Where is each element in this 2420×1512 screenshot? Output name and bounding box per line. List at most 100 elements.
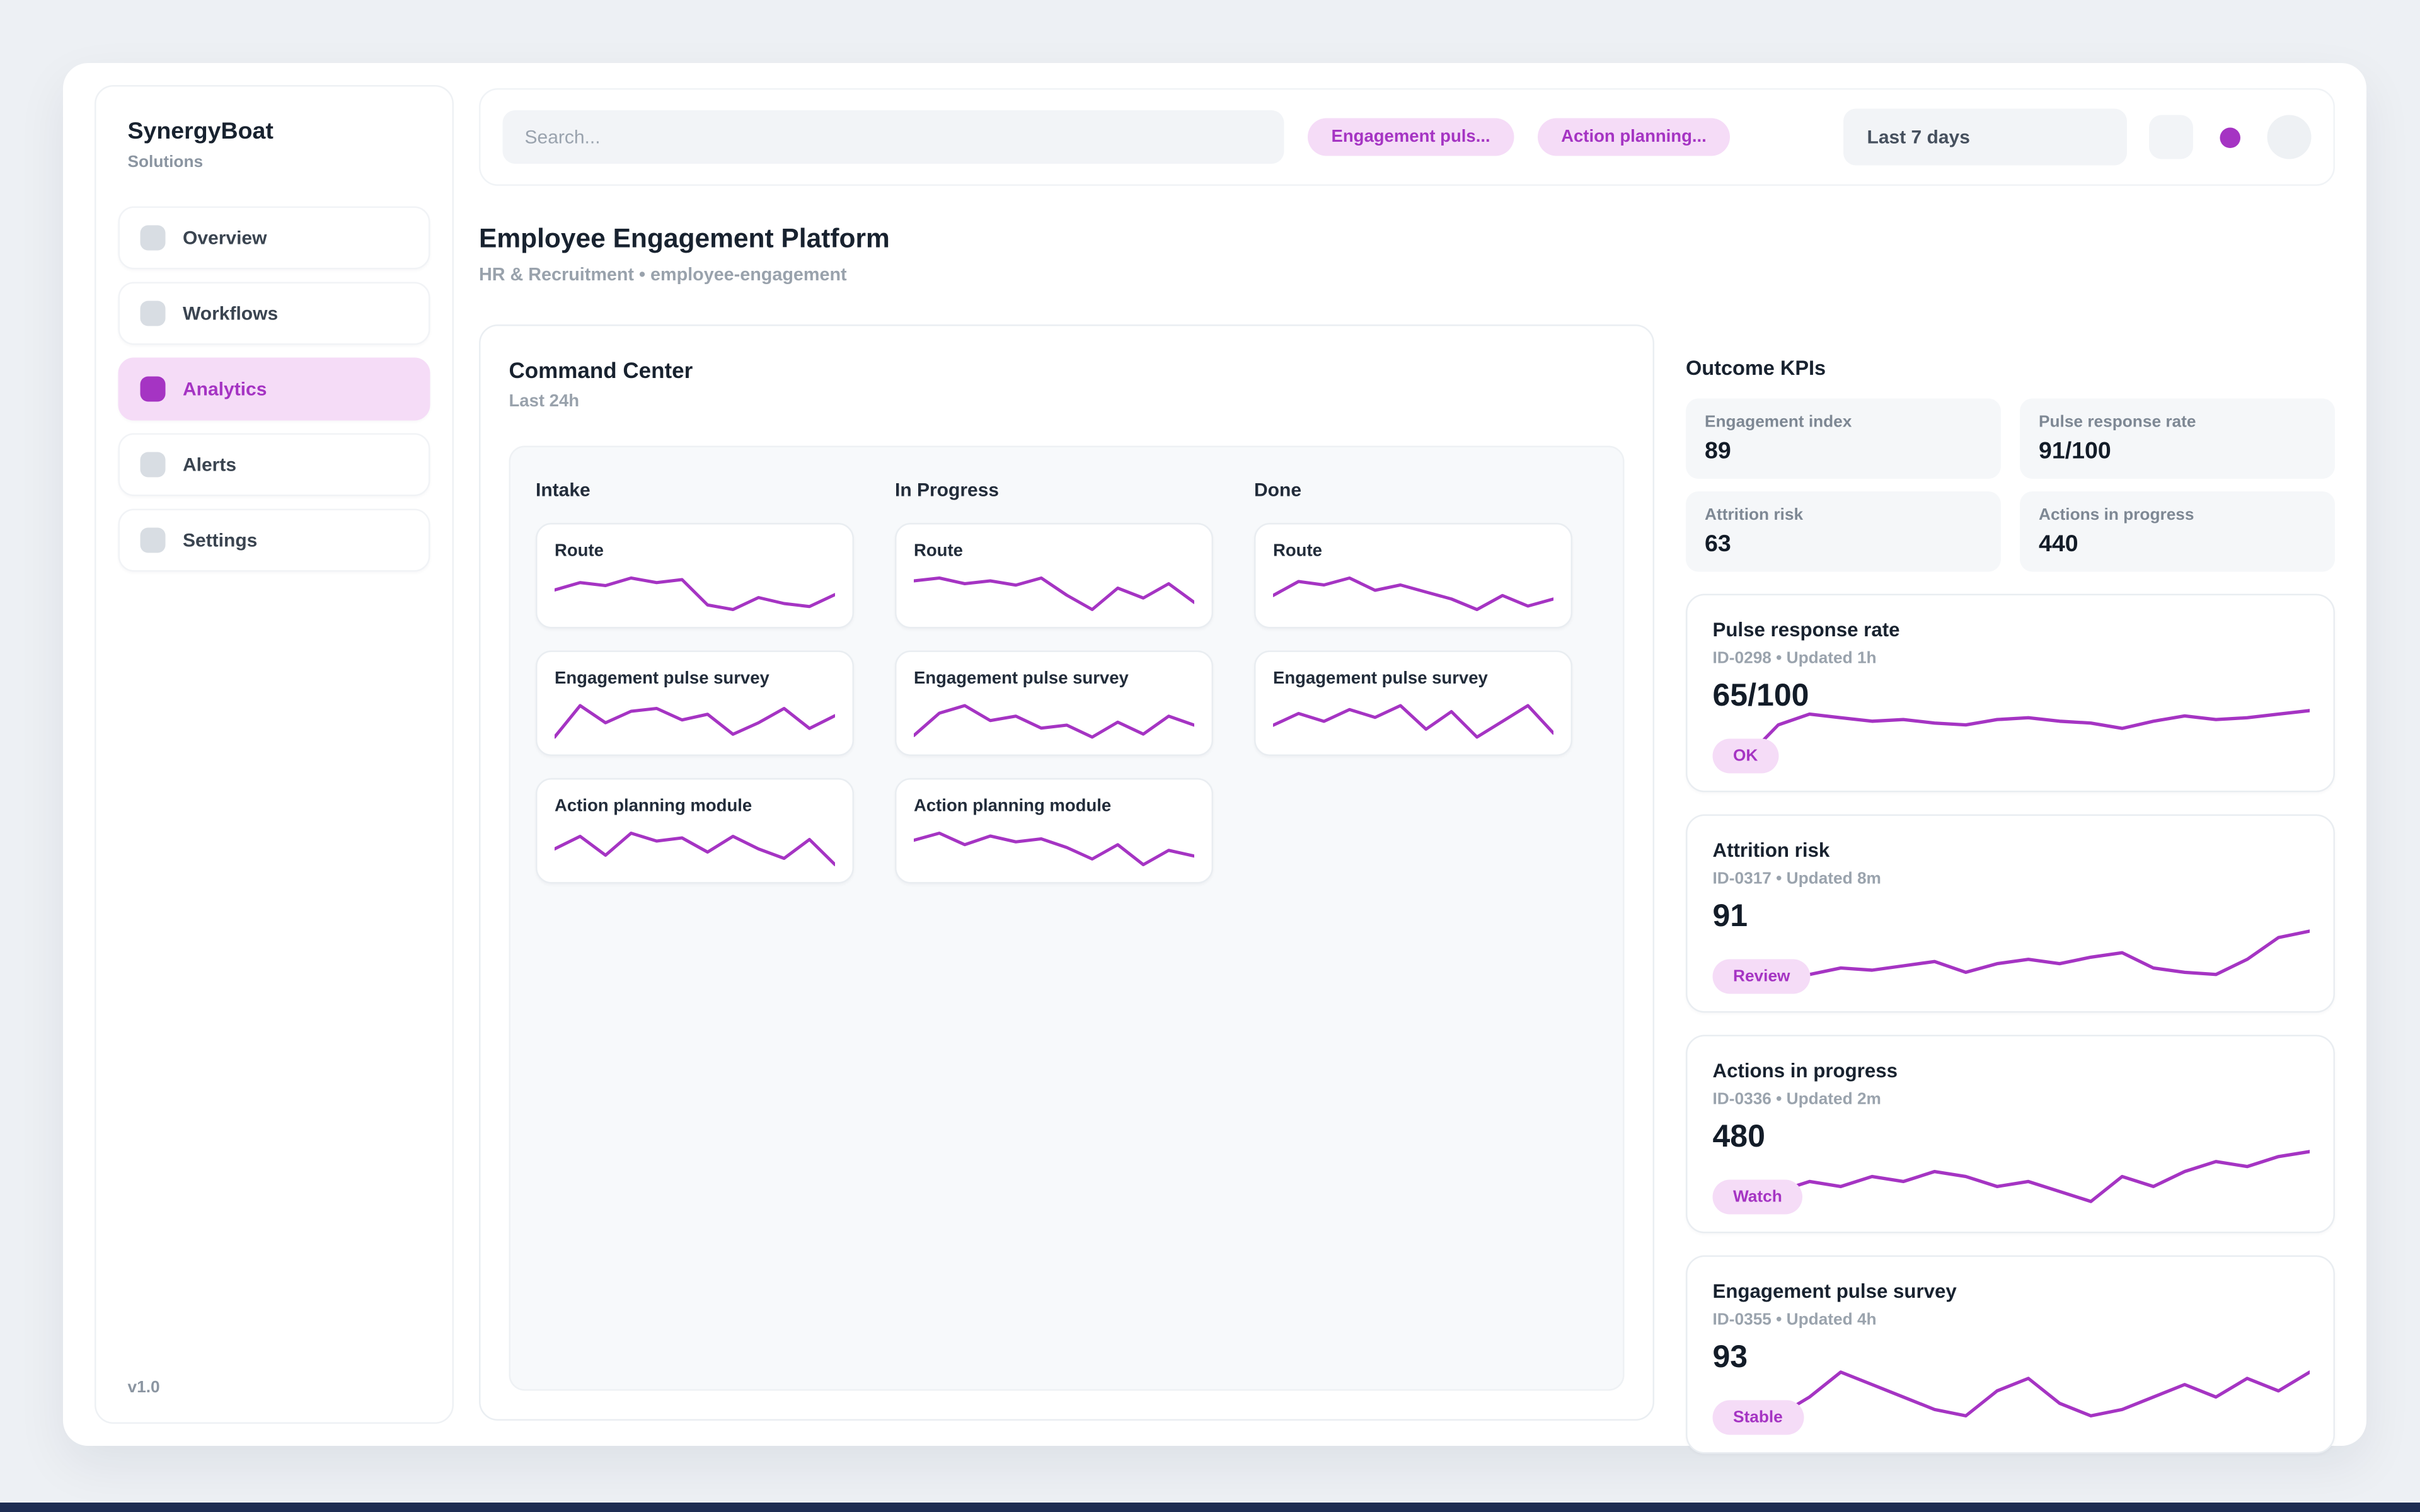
sparkline [1715, 1150, 2310, 1203]
avatar[interactable] [2267, 115, 2312, 159]
sidebar: SynergyBoat Solutions Overview Workflows… [95, 85, 454, 1424]
metric-card-engagement-pulse-survey: Engagement pulse survey ID-0355 • Update… [1686, 1255, 2335, 1454]
metric-sparkline-wrap [1715, 926, 2310, 986]
settings-icon [140, 527, 166, 553]
kpi-pulse-response-rate: Pulse response rate 91/100 [2020, 398, 2335, 479]
metric-card-title: Engagement pulse survey [1712, 1280, 1957, 1303]
kanban-column-intake: Intake Route Engagement pulse survey Act… [536, 472, 854, 1364]
sparkline [555, 832, 835, 866]
kanban-card-title: Route [1273, 542, 1322, 561]
toolbar-button[interactable] [2149, 115, 2193, 159]
kanban-card-title: Route [555, 542, 604, 561]
status-badge: Watch [1712, 1179, 1803, 1215]
sparkline [914, 832, 1194, 866]
search-input[interactable] [502, 110, 1284, 164]
brand-name: SynergyBoat [127, 118, 274, 146]
status-badge: Review [1712, 959, 1811, 994]
analytics-icon [140, 376, 166, 402]
status-badge: Stable [1712, 1400, 1804, 1435]
sidebar-item-label: Alerts [183, 454, 237, 476]
workflows-icon [140, 301, 166, 326]
kanban-card[interactable]: Engagement pulse survey [895, 650, 1213, 756]
kanban-card[interactable]: Route [895, 523, 1213, 629]
kanban-board: Intake Route Engagement pulse survey Act… [509, 445, 1625, 1391]
command-center-card: Command Center Last 24h Intake Route Eng… [479, 324, 1654, 1421]
sparkline [914, 704, 1194, 739]
sparkline [555, 576, 835, 611]
sidebar-nav: Overview Workflows Analytics Alerts Sett… [118, 206, 430, 572]
sidebar-item-settings[interactable]: Settings [118, 508, 430, 572]
kanban-card[interactable]: Engagement pulse survey [1254, 650, 1572, 756]
column-name: Done [1254, 479, 1301, 501]
bottom-edge [0, 1503, 2420, 1512]
metric-card-value: 480 [1712, 1120, 1765, 1155]
sparkline [914, 576, 1194, 611]
date-range-select[interactable]: Last 7 days [1843, 108, 2127, 166]
sidebar-item-label: Overview [183, 227, 267, 249]
sparkline [1715, 1370, 2310, 1424]
metric-card-meta: ID-0355 • Updated 4h [1712, 1310, 1877, 1329]
kanban-card[interactable]: Engagement pulse survey [536, 650, 854, 756]
kpi-value: 63 [1705, 530, 1731, 558]
sidebar-item-overview[interactable]: Overview [118, 206, 430, 270]
metric-card-meta: ID-0317 • Updated 8m [1712, 869, 1881, 888]
column-name: Intake [536, 479, 591, 501]
kpi-label: Engagement index [1705, 413, 1852, 432]
metric-card-actions-in-progress: Actions in progress ID-0336 • Updated 2m… [1686, 1034, 2335, 1234]
metric-card-meta: ID-0336 • Updated 2m [1712, 1090, 1881, 1109]
metric-card-attrition-risk: Attrition risk ID-0317 • Updated 8m 91 R… [1686, 814, 2335, 1013]
sparkline [555, 704, 835, 739]
kanban-card-title: Engagement pulse survey [555, 669, 769, 689]
kanban-card[interactable]: Route [1254, 523, 1572, 629]
alerts-icon [140, 452, 166, 478]
kanban-card[interactable]: Action planning module [536, 778, 854, 884]
metric-card-pulse-response-rate: Pulse response rate ID-0298 • Updated 1h… [1686, 593, 2335, 793]
kpi-grid: Engagement index 89 Pulse response rate … [1686, 398, 2335, 572]
metric-sparkline-wrap [1715, 1367, 2310, 1427]
breadcrumb: HR & Recruitment • employee-engagement [479, 266, 847, 285]
sidebar-item-analytics[interactable]: Analytics [118, 357, 430, 421]
kpi-attrition-risk: Attrition risk 63 [1686, 491, 2001, 572]
notification-dot [2220, 127, 2240, 147]
sparkline [1273, 576, 1553, 611]
metric-card-value: 91 [1712, 899, 1748, 934]
kanban-card[interactable]: Route [536, 523, 854, 629]
metric-card-value: 65/100 [1712, 679, 1809, 714]
kanban-card-title: Action planning module [914, 797, 1112, 816]
kpi-label: Actions in progress [2039, 505, 2194, 525]
status-badge: OK [1712, 738, 1778, 774]
kpi-label: Attrition risk [1705, 505, 1804, 525]
outcome-kpis-title: Outcome KPIs [1686, 356, 1826, 380]
sidebar-item-label: Workflows [183, 302, 279, 324]
kpi-value: 89 [1705, 438, 1731, 465]
command-center-subtitle: Last 24h [509, 392, 580, 411]
command-center-title: Command Center [509, 357, 693, 383]
app-version: v1.0 [127, 1378, 160, 1397]
app-window: SynergyBoat Solutions Overview Workflows… [63, 63, 2366, 1454]
brand-subtitle: Solutions [127, 152, 204, 172]
metric-card-title: Pulse response rate [1712, 619, 1900, 641]
metric-card-meta: ID-0298 • Updated 1h [1712, 649, 1877, 668]
kpi-label: Pulse response rate [2039, 413, 2196, 432]
metric-sparkline-wrap [1715, 1147, 2310, 1206]
kpi-actions-in-progress: Actions in progress 440 [2020, 491, 2335, 572]
kanban-column-in-progress: In Progress Route Engagement pulse surve… [895, 472, 1213, 1364]
kanban-card-title: Engagement pulse survey [914, 669, 1129, 689]
page-title: Employee Engagement Platform [479, 224, 890, 254]
filter-chip-action-planning[interactable]: Action planning... [1537, 118, 1731, 156]
kanban-card[interactable]: Action planning module [895, 778, 1213, 884]
kanban-column-done: Done Route Engagement pulse survey [1254, 472, 1572, 1364]
filter-chip-engagement[interactable]: Engagement puls... [1308, 118, 1514, 156]
kpi-engagement-index: Engagement index 89 [1686, 398, 2001, 479]
sidebar-item-workflows[interactable]: Workflows [118, 282, 430, 345]
column-name: In Progress [895, 479, 1000, 501]
kanban-card-title: Action planning module [555, 797, 752, 816]
metric-sparkline-wrap [1715, 706, 2310, 765]
kpi-value: 440 [2039, 530, 2078, 558]
sparkline [1273, 704, 1553, 739]
kanban-card-title: Engagement pulse survey [1273, 669, 1488, 689]
sidebar-item-alerts[interactable]: Alerts [118, 433, 430, 496]
sparkline [1715, 709, 2310, 762]
metric-card-title: Actions in progress [1712, 1060, 1898, 1082]
